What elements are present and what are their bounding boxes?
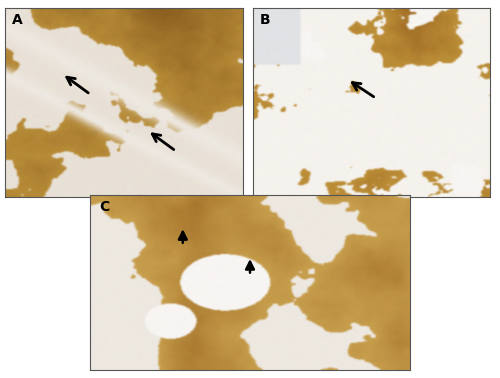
Text: C: C — [100, 200, 110, 214]
Text: B: B — [260, 13, 270, 27]
Text: A: A — [12, 13, 23, 27]
